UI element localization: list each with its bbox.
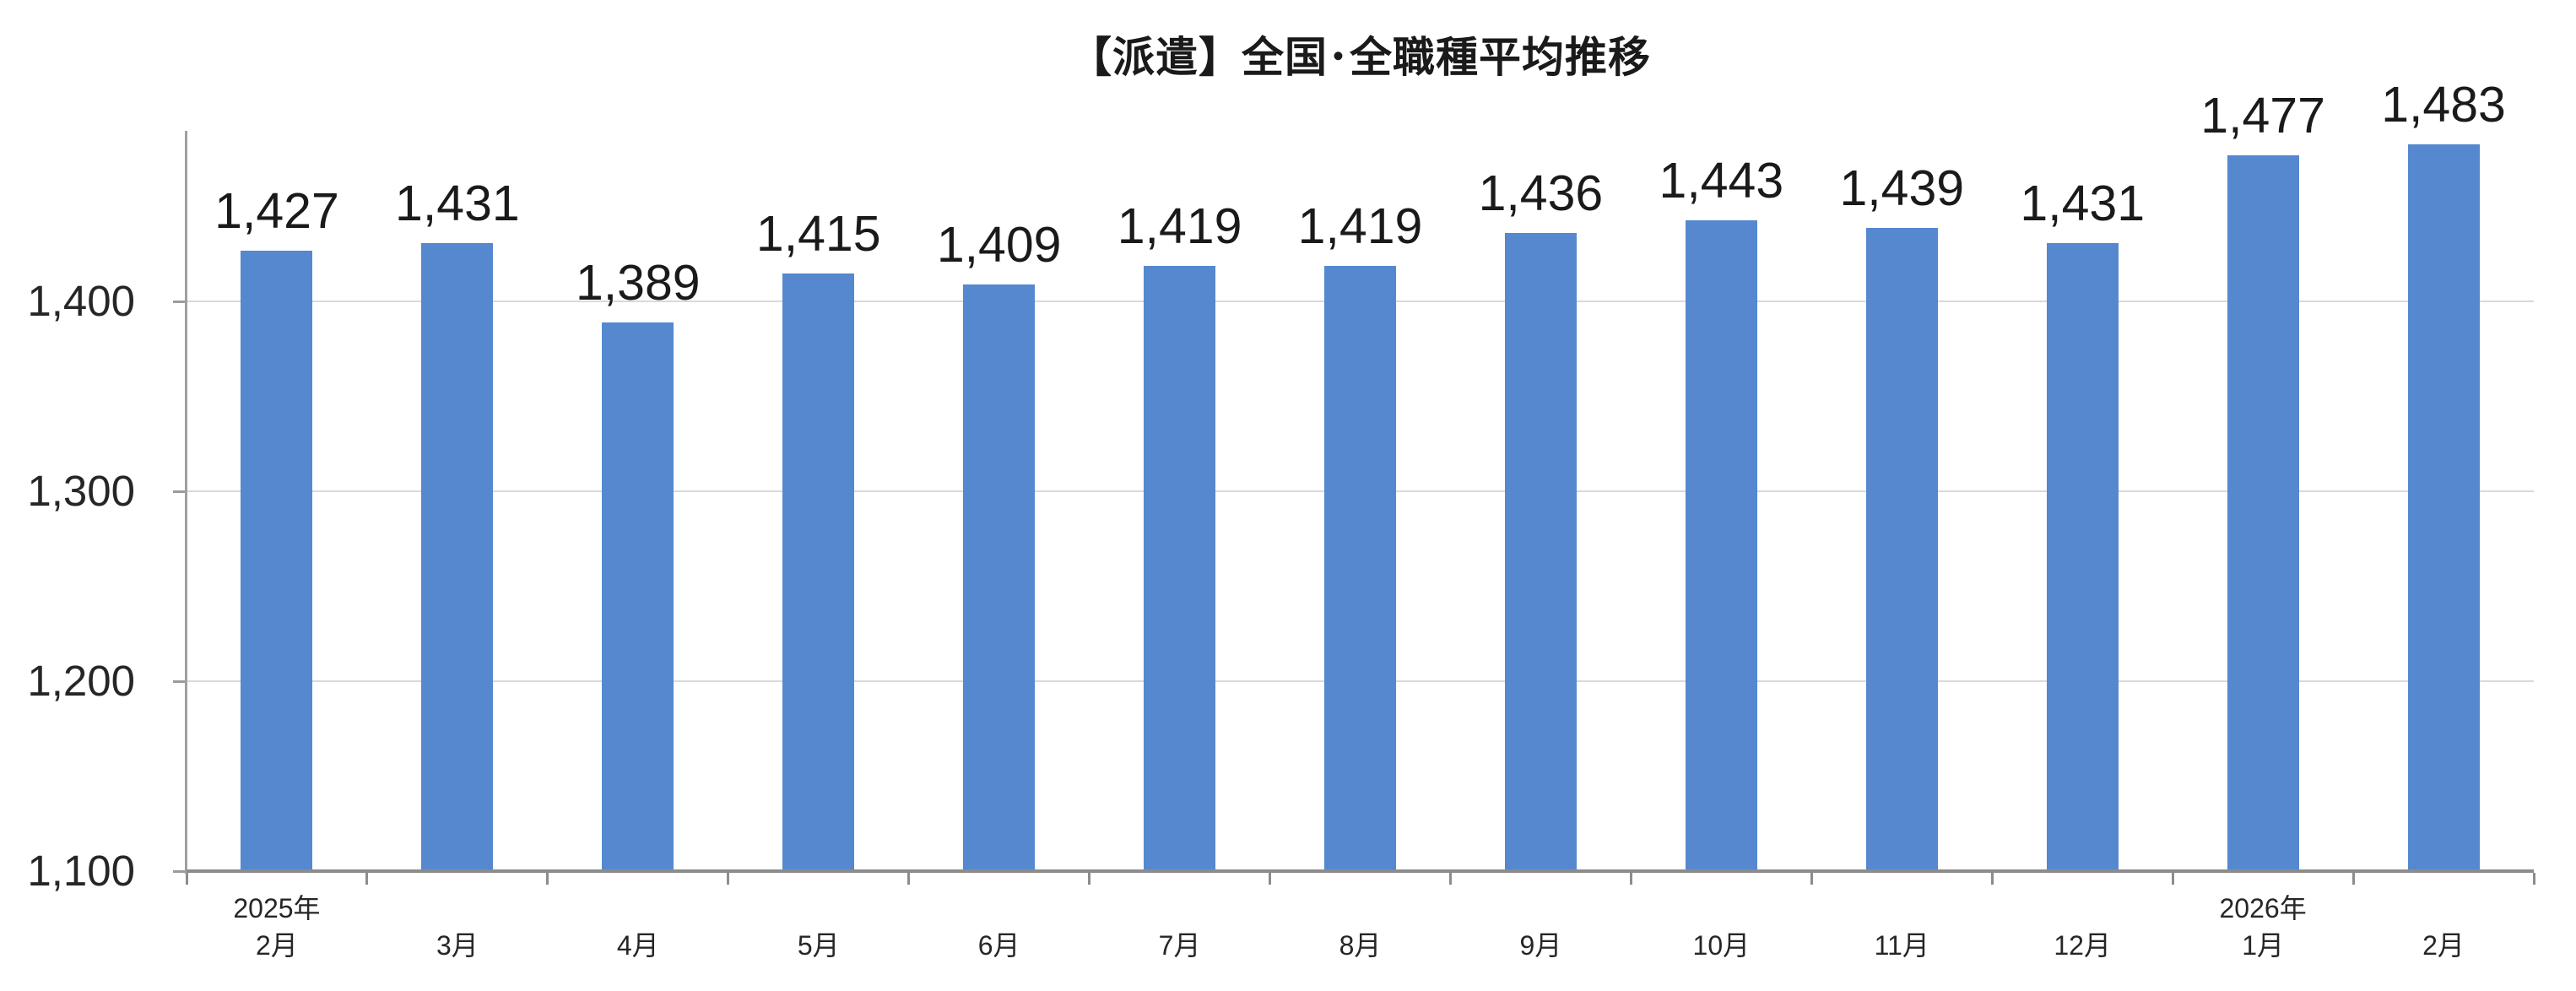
y-axis-tick-label: 1,400 xyxy=(27,277,135,326)
x-axis-category-label: 1月 xyxy=(2242,930,2285,961)
bar xyxy=(963,284,1036,871)
bar xyxy=(421,242,494,871)
y-axis-tick-label: 1,100 xyxy=(27,847,135,895)
bar-value-label: 1,431 xyxy=(395,175,520,231)
bar-value-label: 1,415 xyxy=(755,205,881,262)
bar-value-label: 1,409 xyxy=(936,217,1062,273)
bar xyxy=(241,250,313,871)
bar-value-label: 1,436 xyxy=(1478,165,1604,222)
x-axis-tick xyxy=(2171,873,2174,885)
x-axis-category-label: 2月 xyxy=(256,930,298,961)
x-axis-tick xyxy=(546,873,549,885)
bar-value-label: 1,389 xyxy=(575,255,701,311)
x-axis-tick xyxy=(2351,873,2355,885)
x-axis-category-label: 8月 xyxy=(1339,930,1382,961)
y-axis-tick-label: 1,300 xyxy=(27,467,135,516)
y-axis-tick-label: 1,200 xyxy=(27,657,135,706)
x-axis-tick xyxy=(727,873,730,885)
y-axis-tick xyxy=(173,680,187,683)
x-axis-year-label: 2025年 xyxy=(233,893,321,923)
chart-title: 【派遣】全国･全職種平均推移 xyxy=(1069,34,1651,81)
x-axis-tick xyxy=(1629,873,1632,885)
y-axis-tick xyxy=(173,490,187,493)
bar-value-label: 1,427 xyxy=(214,182,339,239)
bar-value-label: 1,419 xyxy=(1117,198,1242,254)
bar-value-label: 1,431 xyxy=(2020,175,2146,231)
bar-value-label: 1,443 xyxy=(1659,152,1784,208)
bar xyxy=(2407,144,2480,871)
x-axis-category-label: 2月 xyxy=(2422,930,2465,961)
x-axis-category-label: 6月 xyxy=(977,930,1020,961)
bar-value-label: 1,419 xyxy=(1297,198,1423,254)
x-axis-tick xyxy=(185,873,188,885)
x-axis-tick xyxy=(1088,873,1091,885)
x-axis-tick xyxy=(1810,873,1813,885)
x-axis-tick xyxy=(1990,873,1994,885)
x-axis-category-label: 5月 xyxy=(797,930,840,961)
x-axis-category-label: 3月 xyxy=(436,930,479,961)
bar xyxy=(2046,242,2119,871)
x-axis-category-label: 4月 xyxy=(616,930,659,961)
x-axis-tick xyxy=(2532,873,2535,885)
y-axis-tick xyxy=(173,869,187,873)
x-axis-line xyxy=(187,869,2534,873)
bar-value-label: 1,483 xyxy=(2381,76,2506,133)
bar xyxy=(1685,219,1757,871)
x-axis-category-label: 7月 xyxy=(1158,930,1201,961)
y-axis-tick xyxy=(173,300,187,303)
bar-value-label: 1,439 xyxy=(1839,160,1965,216)
bar xyxy=(1865,227,1938,871)
bar xyxy=(1504,233,1577,871)
bar-value-label: 1,477 xyxy=(2200,88,2325,144)
x-axis-category-label: 10月 xyxy=(1692,930,1751,961)
x-axis-category-label: 9月 xyxy=(1519,930,1562,961)
bar xyxy=(1324,265,1396,871)
x-axis-tick xyxy=(1269,873,1272,885)
x-axis-tick xyxy=(907,873,911,885)
x-axis-category-label: 11月 xyxy=(1874,930,1929,961)
x-axis-tick xyxy=(1448,873,1452,885)
bar xyxy=(1144,265,1216,871)
x-axis-tick xyxy=(365,873,369,885)
bar xyxy=(2227,155,2299,871)
x-axis-year-label: 2026年 xyxy=(2219,893,2307,923)
bar xyxy=(602,322,674,871)
bar xyxy=(782,273,855,871)
x-axis-category-label: 12月 xyxy=(2054,930,2111,961)
y-axis-line xyxy=(185,131,187,874)
